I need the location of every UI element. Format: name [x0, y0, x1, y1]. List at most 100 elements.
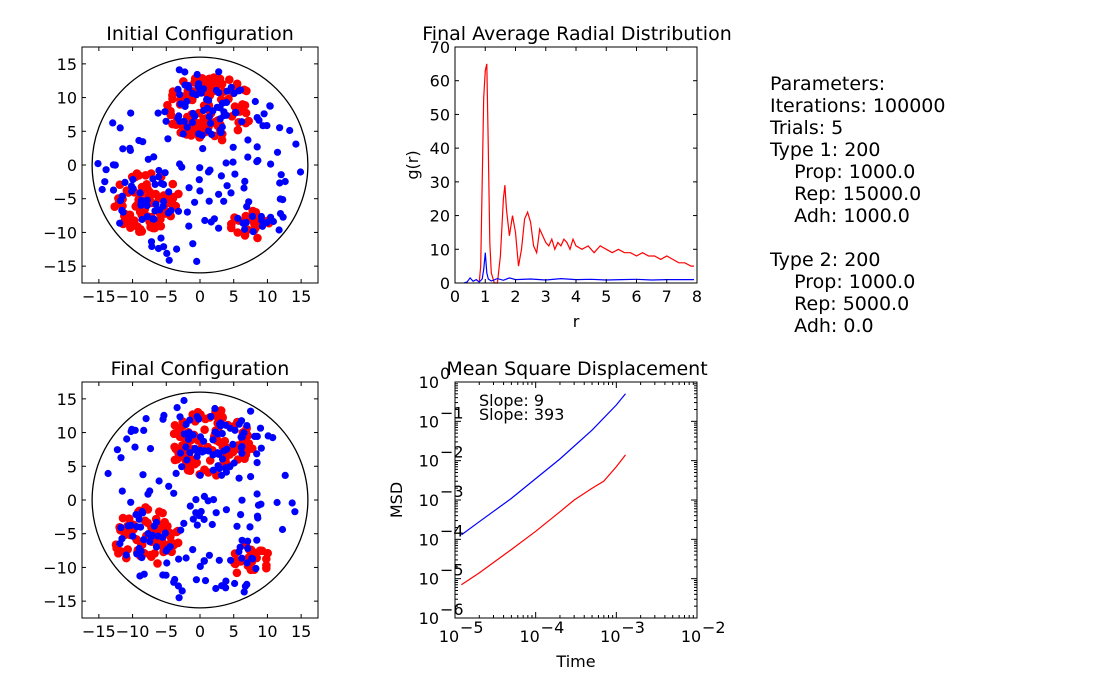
final-type2-point-114	[253, 459, 261, 467]
final-type2-point-8	[129, 532, 137, 540]
initial-xtick-label-4: 5	[229, 287, 239, 306]
final-type2-point-66	[196, 433, 205, 441]
final-type1-point-98	[216, 406, 226, 416]
initial-type1-point-168	[151, 189, 160, 199]
initial-type2-point-54	[176, 117, 184, 125]
initial-ytick-label-6: 15	[57, 55, 77, 74]
final-type2-point-196	[177, 526, 185, 534]
initial-type2-point-179	[273, 148, 282, 156]
final-type2-point-136	[220, 447, 228, 455]
initial-type2-point-148	[160, 243, 168, 251]
rdf-xtick-label-4: 4	[571, 287, 581, 306]
final-type2-point-159	[214, 430, 222, 438]
final-type2-point-131	[173, 404, 181, 412]
initial-type2-point-156	[164, 135, 172, 143]
initial-type2-point-173	[254, 156, 262, 165]
initial-type2-point-187	[178, 163, 186, 171]
final-xtick-label-1: −10	[116, 622, 150, 641]
final-type2-point-172	[172, 469, 180, 477]
final-type1-point-159	[158, 508, 167, 518]
final-type2-point-165	[243, 422, 251, 430]
initial-type2-point-117	[143, 202, 151, 210]
initial-type2-point-60	[241, 225, 249, 233]
final-type2-point-161	[200, 492, 208, 500]
final-type2-point-85	[189, 546, 197, 554]
final-type2-point-31	[238, 449, 246, 457]
final-type2-point-45	[249, 555, 257, 563]
initial-configuration-title: Initial Configuration	[106, 23, 293, 45]
msd-series-2-line	[461, 454, 626, 586]
initial-type2-point-142	[199, 145, 207, 153]
final-type1-point-198	[232, 568, 242, 578]
final-type2-point-52	[229, 440, 237, 448]
final-type2-point-154	[131, 443, 139, 451]
final-type1-point-92	[190, 459, 199, 469]
final-type2-point-176	[176, 449, 185, 457]
rdf-ytick-label-6: 60	[430, 72, 450, 91]
initial-type2-point-67	[183, 123, 191, 131]
initial-ytick-label-2: −5	[53, 190, 77, 209]
final-type2-point-81	[238, 496, 246, 504]
final-type2-point-119	[254, 501, 263, 509]
initial-type2-point-161	[155, 173, 163, 181]
final-type2-point-125	[170, 578, 178, 586]
initial-ytick-label-4: 5	[67, 122, 77, 141]
initial-type2-point-78	[201, 216, 209, 225]
final-type2-point-67	[189, 431, 197, 439]
initial-type2-point-194	[116, 124, 124, 132]
final-type2-point-179	[212, 509, 220, 517]
radial-distribution-frame	[454, 46, 698, 284]
initial-type2-point-17	[128, 187, 136, 195]
final-type2-point-26	[140, 536, 148, 544]
initial-type1-point-53	[168, 94, 177, 104]
final-type2-point-73	[235, 474, 243, 482]
final-type2-point-199	[247, 407, 255, 415]
initial-type2-point-169	[255, 116, 263, 124]
initial-type1-point-77	[232, 79, 242, 89]
msd-ytick-exp-5: −1	[440, 403, 464, 422]
final-type2-point-105	[273, 498, 281, 507]
final-type2-point-123	[241, 582, 249, 590]
initial-type2-point-96	[296, 168, 305, 176]
initial-type2-point-129	[240, 184, 248, 192]
final-type2-point-63	[186, 449, 194, 457]
rdf-ytick-label-0: 0	[440, 274, 450, 293]
rdf-ytick-label-4: 40	[430, 139, 450, 158]
final-configuration-title: Final Configuration	[111, 358, 290, 380]
final-type2-point-187	[222, 468, 230, 476]
initial-type1-point-74	[166, 106, 175, 116]
final-type2-point-117	[231, 579, 239, 588]
final-type2-point-155	[211, 404, 219, 413]
final-type2-point-64	[231, 426, 239, 434]
initial-type2-point-164	[175, 112, 183, 120]
rdf-xtick-label-1: 1	[480, 287, 490, 306]
final-type2-point-197	[182, 443, 190, 451]
final-type2-point-84	[192, 496, 200, 504]
final-type2-point-139	[192, 576, 200, 584]
initial-type2-point-147	[101, 178, 109, 186]
msd-ytick-exp-6: 0	[440, 364, 450, 383]
initial-xtick-label-3: 0	[195, 287, 205, 306]
initial-type2-point-24	[205, 96, 213, 104]
initial-type2-point-145	[276, 210, 285, 218]
initial-type2-point-107	[109, 119, 117, 127]
final-type2-point-153	[254, 514, 262, 522]
rdf-ytick-label-2: 20	[430, 207, 450, 226]
final-ytick-label-0: −15	[43, 592, 77, 611]
initial-type2-point-86	[189, 109, 197, 118]
final-type2-point-158	[123, 435, 131, 443]
final-type2-point-82	[222, 577, 230, 585]
initial-xtick-label-0: −15	[82, 287, 116, 306]
final-type2-point-177	[200, 557, 208, 565]
initial-type2-point-15	[234, 214, 242, 222]
rdf-ytick-label-3: 30	[430, 173, 450, 192]
msd-slope-annotation-1: Slope: 9	[479, 391, 544, 410]
final-type2-point-143	[139, 509, 147, 517]
final-type2-point-147	[180, 519, 188, 528]
initial-type2-point-104	[213, 103, 221, 111]
msd-ytick-label-0: 10	[419, 609, 439, 628]
rdf-xtick-label-5: 5	[601, 287, 611, 306]
initial-type2-point-165	[174, 85, 182, 93]
initial-configuration-marks	[91, 56, 309, 274]
